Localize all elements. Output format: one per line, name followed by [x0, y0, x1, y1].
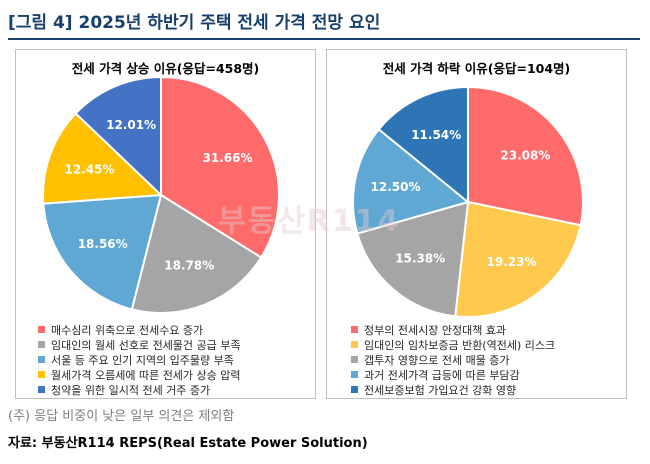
slice-data-label: 12.01%: [106, 118, 156, 132]
slice-data-label: 12.50%: [371, 180, 421, 194]
legend-label: 전세보증보험 가입요건 강화 영향: [364, 383, 517, 397]
legend-label: 월세가격 오름세에 따른 전세가 상승 압력: [51, 368, 241, 382]
footnote: (주) 응답 비중이 낮은 일부 의견은 제외함: [8, 409, 235, 424]
chart-title-fall: 전세 가격 하락 이유(응답=104명): [382, 61, 571, 76]
legend-label: 임대인의 월세 선호로 전세물건 공급 부족: [51, 338, 241, 352]
legend-label: 정부의 전세시장 안정대책 효과: [364, 323, 507, 337]
pie-chart-fall: 23.08% 19.23% 15.38% 12.50% 11.54%: [352, 85, 584, 318]
slice-data-label: 18.78%: [164, 259, 214, 273]
legend-swatch: [351, 326, 358, 333]
legend-item: 전세보증보험 가입요건 강화 영향: [351, 382, 555, 397]
legend-swatch: [38, 341, 45, 348]
figure-title: [그림 4] 2025년 하반기 주택 전세 가격 전망 요인: [8, 13, 381, 33]
legend-label: 청약을 위한 일시적 전세 거주 증가: [51, 383, 211, 397]
pie-slice: [356, 200, 470, 318]
legend-item: 매수심리 위축으로 전세수요 증가: [38, 322, 241, 337]
legend-swatch: [38, 371, 45, 378]
pie-slice: [74, 78, 162, 198]
legend-item: 서울 등 주요 인기 지역의 입주물량 부족: [38, 352, 241, 367]
legend-swatch: [351, 341, 358, 348]
pie-slice: [42, 193, 163, 311]
title-divider: [8, 38, 640, 40]
legend-item: 정부의 전세시장 안정대책 효과: [351, 322, 555, 337]
legend-item: 갭투자 영향으로 전세 매물 증가: [351, 352, 555, 367]
pie-slice: [352, 127, 471, 235]
pie-slice: [42, 112, 164, 205]
chart-panel-rise: 전세 가격 상승 이유(응답=458명) 31.66% 18.78% 18.56% 1…: [15, 49, 316, 399]
slice-data-label: 12.45%: [65, 162, 115, 176]
pie-slice: [467, 85, 584, 227]
slice-data-label: 18.56%: [78, 237, 128, 251]
slice-data-label: 23.08%: [500, 148, 550, 162]
legend-label: 과거 전세가격 급등에 따른 부담감: [364, 368, 520, 382]
legend-swatch: [38, 326, 45, 333]
legend-swatch: [351, 356, 358, 363]
pie-slice: [454, 200, 582, 318]
slice-data-label: 11.54%: [411, 128, 461, 142]
legend-item: 청약을 위한 일시적 전세 거주 증가: [38, 382, 241, 397]
legend-rise: 매수심리 위축으로 전세수요 증가 임대인의 월세 선호로 전세물건 공급 부족 서…: [38, 322, 241, 397]
legend-swatch: [38, 386, 45, 393]
legend-label: 갭투자 영향으로 전세 매물 증가: [364, 353, 510, 367]
source-credit: 자료: 부동산R114 REPS(Real Estate Power Solut…: [8, 436, 368, 451]
legend-label: 매수심리 위축으로 전세수요 증가: [51, 323, 204, 337]
legend-item: 임대인의 월세 선호로 전세물건 공급 부족: [38, 337, 241, 352]
legend-fall: 정부의 전세시장 안정대책 효과 임대인의 임차보증금 반환(역전세) 리스크 갭투…: [351, 322, 555, 397]
legend-item: 월세가격 오름세에 따른 전세가 상승 압력: [38, 367, 241, 382]
legend-label: 서울 등 주요 인기 지역의 입주물량 부족: [51, 353, 234, 367]
slice-data-label: 15.38%: [395, 252, 445, 266]
chart-title-rise: 전세 가격 상승 이유(응답=458명): [71, 61, 260, 76]
slice-data-label: 31.66%: [203, 151, 253, 165]
legend-item: 과거 전세가격 급등에 따른 부담감: [351, 367, 555, 382]
chart-panel-fall: 전세 가격 하락 이유(응답=104명) 23.08% 19.23% 15.38% 1…: [326, 49, 627, 399]
pie-slice: [130, 193, 263, 314]
legend-label: 임대인의 임차보증금 반환(역전세) 리스크: [364, 338, 556, 352]
slice-data-label: 19.23%: [487, 255, 537, 269]
legend-item: 임대인의 임차보증금 반환(역전세) 리스크: [351, 337, 555, 352]
legend-swatch: [351, 386, 358, 393]
legend-swatch: [351, 371, 358, 378]
pie-chart-rise: 31.66% 18.78% 18.56% 12.45% 12.01%: [42, 78, 280, 314]
pie-slice: [377, 85, 469, 205]
legend-swatch: [38, 356, 45, 363]
